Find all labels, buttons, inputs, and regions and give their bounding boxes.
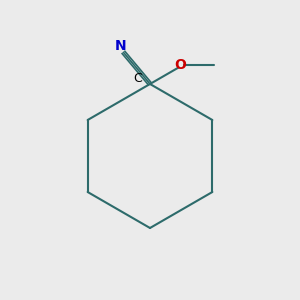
Text: C: C	[134, 71, 142, 85]
Text: O: O	[174, 58, 186, 71]
Text: N: N	[115, 39, 126, 53]
